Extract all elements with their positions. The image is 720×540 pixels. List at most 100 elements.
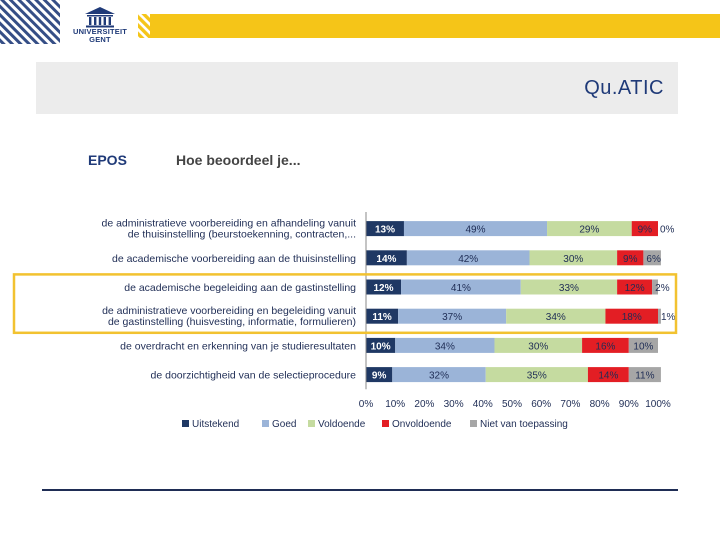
- legend-swatch: [382, 420, 389, 427]
- bar-segment-onvoldoende: [605, 308, 658, 324]
- x-tick-label: 70%: [560, 399, 580, 410]
- x-tick-label: 10%: [385, 399, 405, 410]
- bar-segment-niet-van-toepassing: [628, 367, 661, 383]
- legend-label: Niet van toepassing: [480, 419, 568, 430]
- bar-segment-voldoende: [506, 308, 606, 324]
- x-tick-label: 40%: [473, 399, 493, 410]
- logo-line-2: GENT: [89, 35, 111, 44]
- data-label: 18%: [622, 312, 642, 323]
- bar-segment-goed: [403, 221, 548, 237]
- data-label: 42%: [458, 254, 478, 265]
- bar-segment-onvoldoende: [617, 279, 653, 295]
- data-label: 33%: [559, 283, 579, 294]
- x-tick-label: 90%: [619, 399, 639, 410]
- stacked-bar-chart: de administratieve voorbereiding en afha…: [12, 212, 678, 430]
- legend-swatch: [262, 420, 269, 427]
- data-label: 30%: [528, 341, 548, 352]
- bar-segment-niet-van-toepassing: [652, 279, 658, 295]
- data-label: 14%: [598, 371, 618, 382]
- x-tick-label: 100%: [645, 399, 671, 410]
- category-label: de academische begeleiding aan de gastin…: [124, 282, 356, 294]
- bar-segment-niet-van-toepassing: [658, 308, 661, 324]
- bar-segment-goed: [398, 308, 507, 324]
- bar-segment-voldoende: [529, 250, 618, 266]
- data-label: 9%: [623, 254, 638, 265]
- bar-segment-onvoldoende: [582, 337, 629, 353]
- bar-segment-goed: [406, 250, 530, 266]
- x-tick-label: 80%: [590, 399, 610, 410]
- data-label: 10%: [633, 341, 653, 352]
- university-building-icon: [85, 7, 115, 28]
- data-label: 16%: [595, 341, 615, 352]
- category-label: de overdracht en erkenning van je studie…: [120, 340, 356, 352]
- data-label: 34%: [546, 312, 566, 323]
- legend-label: Goed: [272, 419, 296, 430]
- legend-swatch: [470, 420, 477, 427]
- data-label: 6%: [646, 254, 661, 265]
- bar-segment-goed: [401, 279, 521, 295]
- data-label: 11%: [372, 312, 392, 323]
- bar-segment-uitstekend: [366, 279, 402, 295]
- title-banner: Qu.ATIC: [36, 62, 678, 114]
- x-tick-label: 60%: [531, 399, 551, 410]
- bar-segment-niet-van-toepassing: [628, 337, 658, 353]
- legend-swatch: [182, 420, 189, 427]
- bar-segment-uitstekend: [366, 250, 407, 266]
- data-label: 29%: [579, 225, 599, 236]
- legend-swatch: [308, 420, 315, 427]
- bar-segment-goed: [392, 367, 486, 383]
- bar-segment-uitstekend: [366, 367, 393, 383]
- data-label: 1%: [661, 312, 676, 323]
- bar-segment-uitstekend: [366, 337, 396, 353]
- data-label: 13%: [375, 225, 395, 236]
- bar-segment-goed: [395, 337, 495, 353]
- category-label: de academische voorbereiding aan de thui…: [112, 253, 356, 265]
- university-logo: UNIVERSITEIT GENT: [70, 6, 130, 48]
- legend-label: Onvoldoende: [392, 419, 452, 430]
- category-label: de thuisinstelling (beurstoekenning, con…: [128, 229, 356, 241]
- logo-line-1: UNIVERSITEIT: [72, 27, 128, 36]
- bar-segment-voldoende: [547, 221, 632, 237]
- data-label: 41%: [451, 283, 471, 294]
- data-label: 0%: [660, 225, 675, 236]
- bar-segment-voldoende: [485, 367, 588, 383]
- top-color-band: [0, 0, 720, 44]
- bar-segment-uitstekend: [366, 308, 399, 324]
- data-label: 37%: [442, 312, 462, 323]
- data-label: 34%: [435, 341, 455, 352]
- data-label: 10%: [371, 341, 391, 352]
- x-tick-label: 30%: [444, 399, 464, 410]
- bar-segment-voldoende: [494, 337, 583, 353]
- x-tick-label: 20%: [414, 399, 434, 410]
- data-label: 2%: [655, 283, 670, 294]
- data-label: 49%: [465, 225, 485, 236]
- data-label: 35%: [527, 371, 547, 382]
- chart-title: Hoe beoordeel je...: [176, 152, 301, 168]
- category-label: de administratieve voorbereiding en afha…: [101, 218, 356, 230]
- x-tick-label: 0%: [359, 399, 374, 410]
- bar-segment-niet-van-toepassing: [643, 250, 661, 266]
- data-label: 11%: [635, 371, 654, 382]
- data-label: 12%: [374, 283, 394, 294]
- x-tick-label: 50%: [502, 399, 522, 410]
- data-label: 32%: [429, 371, 449, 382]
- category-label: de administratieve voorbereiding en bege…: [102, 305, 356, 317]
- bar-segment-onvoldoende: [617, 250, 644, 266]
- decorative-stripes: [0, 0, 720, 44]
- data-label: 12%: [625, 283, 645, 294]
- data-label: 14%: [376, 254, 396, 265]
- category-label: de doorzichtigheid van de selectieproced…: [151, 370, 357, 382]
- brand-title: Qu.ATIC: [584, 77, 664, 99]
- slide-tag: EPOS: [88, 152, 127, 168]
- bar-segment-onvoldoende: [631, 221, 658, 237]
- legend-label: Uitstekend: [192, 419, 239, 430]
- legend-label: Voldoende: [318, 419, 366, 430]
- bar-segment-uitstekend: [366, 221, 404, 237]
- bar-segment-voldoende: [520, 279, 618, 295]
- data-label: 9%: [372, 371, 387, 382]
- data-label: 30%: [563, 254, 583, 265]
- bottom-divider: [42, 489, 678, 491]
- highlight-box: [12, 273, 678, 335]
- data-label: 9%: [638, 225, 653, 236]
- bar-segment-onvoldoende: [587, 367, 629, 383]
